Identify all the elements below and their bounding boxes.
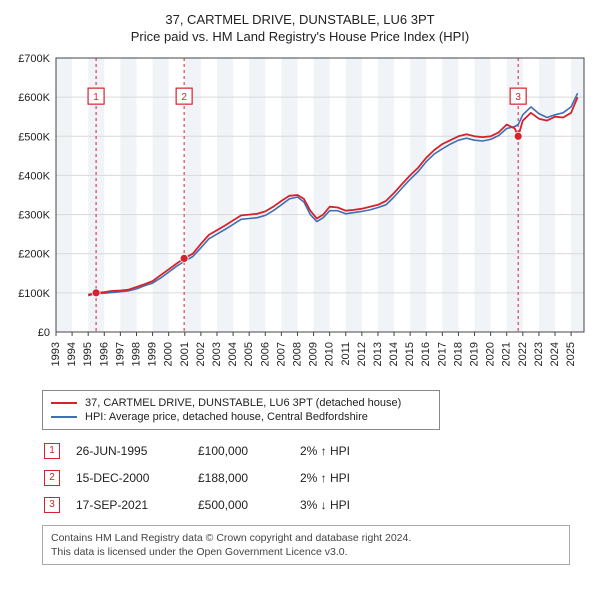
chart-svg: £0 £100K £200K £300K £400K £500K £600K £700K 199… (8, 52, 592, 382)
legend-swatch (51, 402, 77, 404)
event-row: 1 26-JUN-1995£100,0002% ↑ HPI (44, 438, 360, 463)
svg-text:1998: 1998 (130, 342, 142, 366)
svg-text:2010: 2010 (324, 342, 336, 366)
svg-text:2000: 2000 (163, 342, 175, 366)
event-delta: 3% ↓ HPI (300, 492, 360, 517)
event-price: £500,000 (198, 492, 298, 517)
events-table: 1 26-JUN-1995£100,0002% ↑ HPI 2 15-DEC-2000… (42, 436, 362, 519)
svg-text:2023: 2023 (533, 342, 545, 366)
legend-item: 37, CARTMEL DRIVE, DUNSTABLE, LU6 3PT (d… (51, 397, 431, 409)
svg-text:1997: 1997 (114, 342, 126, 366)
svg-text:2011: 2011 (340, 342, 352, 366)
event-marker: 1 (44, 443, 60, 459)
chart-title-line2: Price paid vs. HM Land Registry's House … (8, 29, 592, 44)
event-delta: 2% ↑ HPI (300, 465, 360, 490)
svg-text:1995: 1995 (82, 342, 94, 366)
svg-text:2006: 2006 (259, 342, 271, 366)
legend: 37, CARTMEL DRIVE, DUNSTABLE, LU6 3PT (d… (42, 390, 440, 430)
svg-text:2019: 2019 (469, 342, 481, 366)
event-row: 2 15-DEC-2000£188,0002% ↑ HPI (44, 465, 360, 490)
svg-text:2021: 2021 (501, 342, 513, 366)
footer-line-2: This data is licensed under the Open Gov… (51, 545, 561, 559)
svg-text:2022: 2022 (517, 342, 529, 366)
svg-text:£600K: £600K (18, 92, 50, 104)
svg-text:2014: 2014 (388, 342, 400, 366)
svg-text:2009: 2009 (308, 342, 320, 366)
event-marker: 2 (44, 470, 60, 486)
svg-text:2025: 2025 (565, 342, 577, 366)
svg-text:1996: 1996 (98, 342, 110, 366)
svg-text:1: 1 (93, 92, 99, 103)
event-date: 17-SEP-2021 (76, 492, 196, 517)
chart-title-line1: 37, CARTMEL DRIVE, DUNSTABLE, LU6 3PT (8, 12, 592, 27)
footer-line-1: Contains HM Land Registry data © Crown c… (51, 531, 561, 545)
svg-text:3: 3 (515, 92, 521, 103)
svg-text:2016: 2016 (420, 342, 432, 366)
svg-text:2008: 2008 (291, 342, 303, 366)
svg-text:2020: 2020 (485, 342, 497, 366)
svg-text:£0: £0 (38, 327, 50, 339)
event-date: 26-JUN-1995 (76, 438, 196, 463)
svg-text:2018: 2018 (452, 342, 464, 366)
svg-text:2003: 2003 (211, 342, 223, 366)
svg-text:2004: 2004 (227, 342, 239, 366)
svg-text:2017: 2017 (436, 342, 448, 366)
svg-text:£700K: £700K (18, 53, 50, 65)
svg-text:£100K: £100K (18, 288, 50, 300)
legend-swatch (51, 416, 77, 418)
svg-text:1999: 1999 (147, 342, 159, 366)
svg-text:2013: 2013 (372, 342, 384, 366)
event-delta: 2% ↑ HPI (300, 438, 360, 463)
plot-area: £0 £100K £200K £300K £400K £500K £600K £700K 199… (8, 52, 592, 382)
svg-text:1993: 1993 (50, 342, 62, 366)
event-price: £188,000 (198, 465, 298, 490)
svg-text:2012: 2012 (356, 342, 368, 366)
svg-text:1994: 1994 (66, 342, 78, 366)
svg-text:2024: 2024 (549, 342, 561, 366)
event-price: £100,000 (198, 438, 298, 463)
legend-label: HPI: Average price, detached house, Cent… (85, 411, 368, 423)
svg-text:£500K: £500K (18, 131, 50, 143)
attribution-footer: Contains HM Land Registry data © Crown c… (42, 525, 570, 565)
svg-text:2005: 2005 (243, 342, 255, 366)
legend-item: HPI: Average price, detached house, Cent… (51, 411, 431, 423)
svg-text:£300K: £300K (18, 210, 50, 222)
event-date: 15-DEC-2000 (76, 465, 196, 490)
event-marker: 3 (44, 497, 60, 513)
svg-text:2: 2 (181, 92, 187, 103)
svg-text:2001: 2001 (179, 342, 191, 366)
svg-text:2007: 2007 (275, 342, 287, 366)
svg-text:2002: 2002 (195, 342, 207, 366)
legend-label: 37, CARTMEL DRIVE, DUNSTABLE, LU6 3PT (d… (85, 397, 401, 409)
chart-container: 37, CARTMEL DRIVE, DUNSTABLE, LU6 3PT Pr… (0, 0, 600, 573)
svg-text:£400K: £400K (18, 170, 50, 182)
svg-text:2015: 2015 (404, 342, 416, 366)
event-row: 3 17-SEP-2021£500,0003% ↓ HPI (44, 492, 360, 517)
svg-text:£200K: £200K (18, 249, 50, 261)
